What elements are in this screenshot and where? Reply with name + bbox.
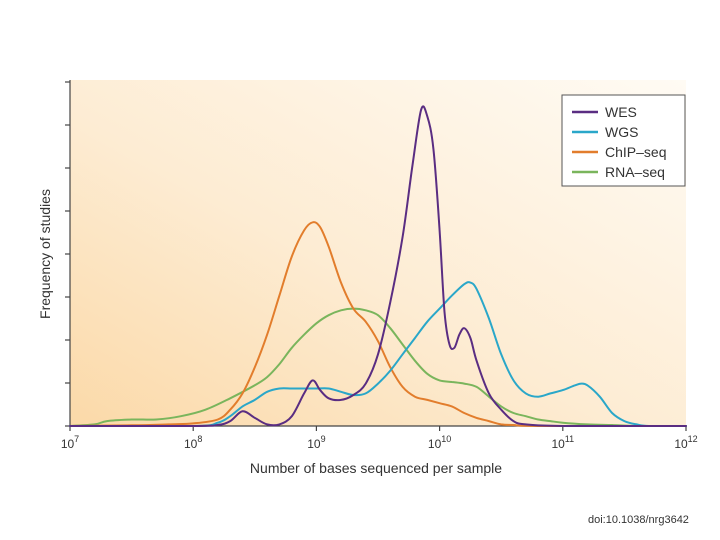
y-axis-title: Frequency of studies [37,189,53,319]
legend-label: RNA–seq [605,164,665,180]
legend: WES WGS ChIP–seq RNA–seq [561,94,686,187]
x-tick-label: 108 [184,434,202,451]
x-tick-label: 107 [61,434,79,451]
x-tick-label: 109 [307,434,325,451]
series-line-rna-seq [69,307,687,427]
series-line-chip-seq [69,221,687,428]
legend-label: WES [605,104,637,120]
legend-label: WGS [605,124,638,140]
series-line-wes [69,105,687,428]
x-tick-label: 1012 [674,434,697,451]
x-axis-title: Number of bases sequenced per sample [250,460,502,476]
x-tick-label: 1010 [428,434,451,451]
x-axis: 107 108 109 1010 1011 1012 [61,425,698,451]
legend-label: ChIP–seq [605,144,666,160]
y-axis [65,80,71,427]
citation-doi: doi:10.1038/nrg3642 [588,514,689,526]
series-lines [69,105,687,428]
series-line-wgs [69,281,687,428]
x-tick-label: 1011 [551,434,574,451]
